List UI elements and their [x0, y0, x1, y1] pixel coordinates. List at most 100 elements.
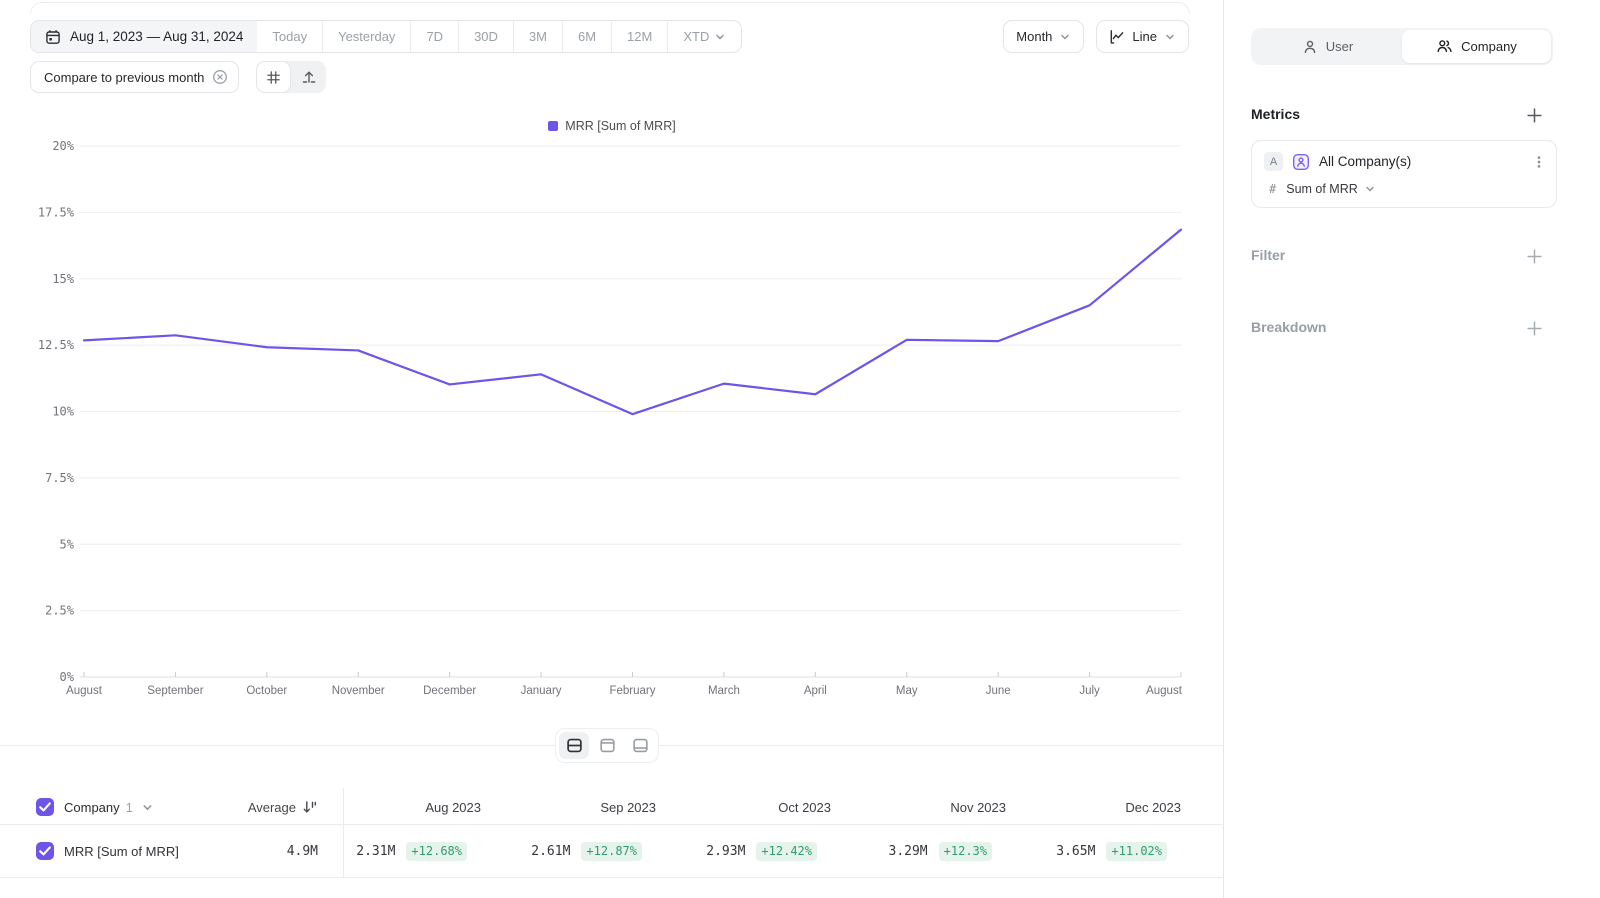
row-average-value: 4.9M — [286, 843, 318, 859]
x-axis-label: April — [804, 685, 827, 697]
table-header-border — [0, 824, 1224, 825]
legend-label: MRR [Sum of MRR] — [565, 119, 676, 133]
cell-sep-2023: 2.61M +12.87% — [493, 841, 668, 861]
granularity-dropdown[interactable]: Month — [1003, 20, 1085, 53]
delta-badge: +12.3% — [938, 841, 992, 861]
y-axis-tick: 17.5% — [38, 205, 75, 219]
cell-nov-2023: 3.29M +12.3% — [843, 841, 1018, 861]
kebab-menu-icon[interactable] — [1532, 154, 1546, 170]
x-axis-label: January — [521, 685, 562, 697]
cell-value: 3.29M — [888, 843, 928, 859]
chart-legend: MRR [Sum of MRR] — [0, 119, 1224, 133]
x-axis-label: December — [423, 685, 476, 697]
compare-chip-label: Compare to previous month — [44, 69, 205, 85]
entity-toggle: User Company — [1251, 28, 1553, 65]
table-column-divider — [343, 788, 344, 877]
date-range-control: Aug 1, 2023 — Aug 31, 2024 Today Yesterda… — [30, 20, 743, 53]
preset-today[interactable]: Today — [272, 29, 308, 44]
chart-type-label: Line — [1132, 29, 1157, 44]
aggregation-label: Sum of MRR — [1286, 182, 1358, 196]
chevron-down-icon — [1364, 183, 1376, 195]
preset-12m[interactable]: 12M — [611, 21, 667, 52]
x-axis-label: February — [609, 685, 655, 697]
sort-descending-icon[interactable] — [302, 799, 318, 815]
numeric-type-icon: # — [1269, 182, 1277, 196]
preset-30d[interactable]: 30D — [458, 21, 513, 52]
x-axis-label: September — [147, 685, 203, 697]
annotations-toggle-button[interactable] — [291, 61, 326, 93]
y-axis-tick: 15% — [52, 272, 74, 286]
mrr-line-chart[interactable]: 20%17.5%15%12.5%10%7.5%5%2.5%0%August Sep… — [0, 0, 1224, 760]
metric-card[interactable]: A All Company(s) # Sum of MRR — [1251, 140, 1557, 208]
report-panel: Aug 1, 2023 — Aug 31, 2024 Today Yesterda… — [0, 0, 1224, 898]
preset-3m[interactable]: 3M — [512, 21, 562, 52]
mrr-series-line[interactable] — [82, 228, 1183, 416]
company-icon — [1436, 38, 1453, 55]
select-all-checkbox[interactable] — [36, 798, 54, 816]
entity-toggle-company-label: Company — [1461, 39, 1517, 54]
layout-top-icon — [599, 737, 616, 754]
cell-aug-2023: 2.31M +12.68% — [318, 841, 493, 861]
line-chart-icon — [1109, 29, 1125, 45]
y-axis-tick: 0% — [60, 670, 75, 684]
cell-value: 2.61M — [531, 843, 571, 859]
add-metric-button[interactable] — [1525, 106, 1543, 124]
metric-name: All Company(s) — [1319, 154, 1412, 169]
chevron-down-icon[interactable] — [141, 801, 154, 814]
filter-heading: Filter — [1251, 247, 1286, 263]
cell-dec-2023: 3.65M +11.02% — [1018, 841, 1193, 861]
aggregation-dropdown[interactable]: Sum of MRR — [1286, 182, 1376, 196]
add-filter-button[interactable] — [1525, 247, 1543, 265]
x-axis-label: March — [708, 685, 740, 697]
preset-7d[interactable]: 7D — [410, 21, 458, 52]
table-row[interactable]: MRR [Sum of MRR] 4.9M 2.31M +12.68% 2.61M +… — [0, 825, 1224, 877]
cell-value: 2.93M — [706, 843, 746, 859]
row-checkbox[interactable] — [36, 842, 54, 860]
date-range-button[interactable]: Aug 1, 2023 — Aug 31, 2024 — [31, 21, 258, 52]
x-axis-label: August — [1146, 685, 1183, 697]
table-entity-count: 1 — [125, 799, 133, 815]
x-axis-label: August — [66, 685, 103, 697]
user-icon — [1302, 39, 1318, 55]
column-header-oct-2023: Oct 2023 — [778, 799, 831, 815]
average-column-label: Average — [247, 799, 296, 815]
layout-table-only-button[interactable] — [625, 732, 655, 759]
preset-yesterday[interactable]: Yesterday — [322, 21, 410, 52]
grid-toggle-button[interactable] — [256, 61, 292, 93]
granularity-label: Month — [1016, 29, 1053, 44]
delta-badge: +12.42% — [756, 841, 817, 861]
column-header-aug-2023: Aug 2023 — [425, 799, 481, 815]
cell-value: 3.65M — [1056, 843, 1096, 859]
layout-chart-only-button[interactable] — [592, 732, 622, 759]
legend-swatch — [548, 121, 559, 131]
chart-display-toggle — [256, 61, 327, 93]
toolbar: Aug 1, 2023 — Aug 31, 2024 Today Yesterda… — [30, 20, 1189, 53]
metric-letter-badge: A — [1264, 152, 1283, 171]
remove-compare-icon[interactable] — [212, 69, 228, 85]
entity-toggle-company[interactable]: Company — [1402, 30, 1551, 63]
preset-6m[interactable]: 6M — [561, 21, 611, 52]
add-breakdown-button[interactable] — [1525, 319, 1543, 337]
company-metric-icon — [1292, 153, 1310, 171]
toolbar-row2: Compare to previous month — [30, 61, 327, 93]
breakdown-heading: Breakdown — [1251, 319, 1327, 335]
date-range-label: Aug 1, 2023 — Aug 31, 2024 — [70, 29, 244, 44]
y-axis-tick: 10% — [52, 405, 74, 419]
x-axis-label: October — [246, 685, 287, 697]
cell-value: 2.31M — [356, 843, 396, 859]
layout-split-icon — [566, 737, 583, 754]
chart-type-dropdown[interactable]: Line — [1096, 20, 1189, 53]
y-axis-tick: 5% — [60, 537, 75, 551]
delta-badge: +12.87% — [581, 841, 642, 861]
y-axis-tick: 7.5% — [45, 471, 75, 485]
entity-toggle-user[interactable]: User — [1253, 30, 1402, 63]
cell-oct-2023: 2.93M +12.42% — [668, 841, 843, 861]
column-header-dec-2023: Dec 2023 — [1125, 799, 1181, 815]
table-header-row: Company 1 Average Aug 2023 Sep 2023 Oc — [0, 790, 1224, 824]
x-axis-label: May — [896, 685, 918, 697]
layout-split-button[interactable] — [559, 732, 589, 759]
compare-chip[interactable]: Compare to previous month — [30, 61, 240, 93]
preset-xtd[interactable]: XTD — [667, 21, 741, 52]
config-sidebar: User Company Metrics A — [1225, 0, 1600, 898]
row-metric-label: MRR [Sum of MRR] — [64, 843, 179, 859]
